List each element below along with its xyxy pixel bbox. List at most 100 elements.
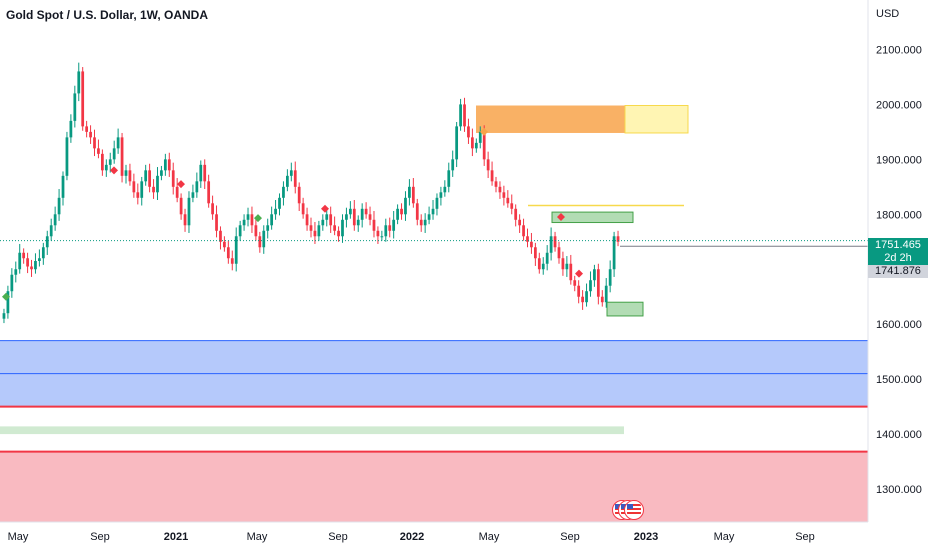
candle-body [203, 164, 207, 182]
candle-body [463, 104, 466, 127]
candle-body [506, 197, 510, 204]
time-tick-label: May [479, 531, 500, 543]
signal-diamond [177, 180, 185, 189]
candle-body [282, 186, 285, 198]
candle-body [490, 170, 494, 182]
candle-body [585, 291, 588, 303]
candle-body [93, 137, 96, 149]
candle-body [286, 175, 289, 187]
candle-body [530, 241, 533, 248]
candle-body [38, 258, 41, 261]
candle-body [313, 230, 317, 237]
candle-body [262, 230, 266, 248]
candle-body [191, 192, 195, 198]
signal-diamond [321, 204, 329, 213]
candle-body [553, 236, 557, 248]
time-tick-label: Sep [90, 531, 110, 543]
candle-body [124, 170, 128, 176]
candle-body [533, 247, 537, 259]
candle-body [345, 214, 348, 220]
candle-body [128, 170, 132, 182]
candle-body [167, 159, 171, 171]
candle-body [356, 219, 360, 226]
time-tick-label: May [8, 531, 29, 543]
candle-body [593, 269, 596, 281]
candle-body [329, 214, 333, 226]
candles-layer [2, 62, 620, 324]
economic-events-icon[interactable] [612, 500, 648, 520]
candle-body [321, 219, 325, 226]
candle-body [116, 137, 120, 149]
candle-body [309, 225, 313, 231]
candle-body [352, 208, 356, 226]
time-tick-label: 2021 [164, 531, 188, 543]
candle-body [207, 181, 211, 204]
candle-body [435, 197, 439, 209]
candle-body [404, 197, 407, 215]
last-price-value: 1751.465 [875, 239, 921, 251]
price-tick-label: 1900.000 [876, 154, 922, 166]
candle-body [337, 230, 340, 237]
candle-body [104, 164, 108, 171]
candle-body [2, 313, 6, 319]
candle-body [89, 131, 92, 138]
candle-body [569, 263, 573, 281]
candle-body [293, 170, 297, 187]
candle-body [183, 214, 187, 226]
candle-body [132, 181, 136, 193]
candle-body [171, 170, 175, 187]
countdown-value: 2d 2h [884, 252, 912, 264]
candle-body [140, 181, 144, 198]
candle-body [223, 241, 226, 248]
candle-body [215, 214, 218, 231]
candle-body [443, 186, 447, 193]
candle-body [30, 266, 33, 270]
signal-diamond [110, 166, 118, 175]
candle-body [18, 252, 22, 270]
candle-body [250, 214, 254, 226]
price-axis[interactable]: 2100.000 2000.000 1900.000 1800.000 1600.000… [876, 44, 922, 496]
candle-body [482, 131, 486, 160]
candle-body [69, 120, 73, 138]
candle-body [211, 203, 214, 215]
signal-diamond [480, 127, 488, 136]
candle-body [396, 208, 399, 220]
candle-body [557, 247, 561, 259]
markers-layer [2, 127, 583, 301]
candle-body [14, 269, 18, 275]
candle-body [242, 219, 246, 226]
candle-body [474, 142, 478, 149]
time-axis[interactable]: May Sep 2021 May Sep 2022 May Sep 2023 May Sep [8, 531, 815, 543]
price-tick-label: 1600.000 [876, 319, 922, 331]
candle-body [388, 225, 392, 231]
candle-body [22, 252, 26, 259]
orange-zone [476, 105, 625, 133]
candle-body [289, 170, 293, 176]
candle-body [152, 186, 155, 193]
time-tick-label: Sep [795, 531, 815, 543]
price-tick-label: 2100.000 [876, 44, 922, 56]
candle-body [297, 186, 301, 204]
candle-body [348, 208, 352, 215]
candle-body [459, 104, 462, 127]
chart-title: Gold Spot / U.S. Dollar, 1W, OANDA [6, 8, 209, 22]
candle-body [136, 192, 140, 198]
candle-body [6, 291, 10, 314]
candle-body [537, 258, 541, 270]
candle-body [85, 126, 89, 132]
candle-body [467, 126, 470, 138]
candle-body [325, 214, 329, 220]
candle-body [57, 197, 61, 215]
candle-body [81, 71, 85, 127]
candle-body [415, 203, 419, 220]
time-tick-label: Sep [560, 531, 580, 543]
candle-body [333, 225, 336, 231]
candle-body [439, 192, 443, 198]
candle-body [561, 258, 565, 270]
candle-body [600, 296, 604, 303]
candle-body [589, 280, 592, 292]
candle-body [455, 126, 459, 160]
candle-body [179, 197, 183, 215]
candle-body [604, 285, 608, 303]
